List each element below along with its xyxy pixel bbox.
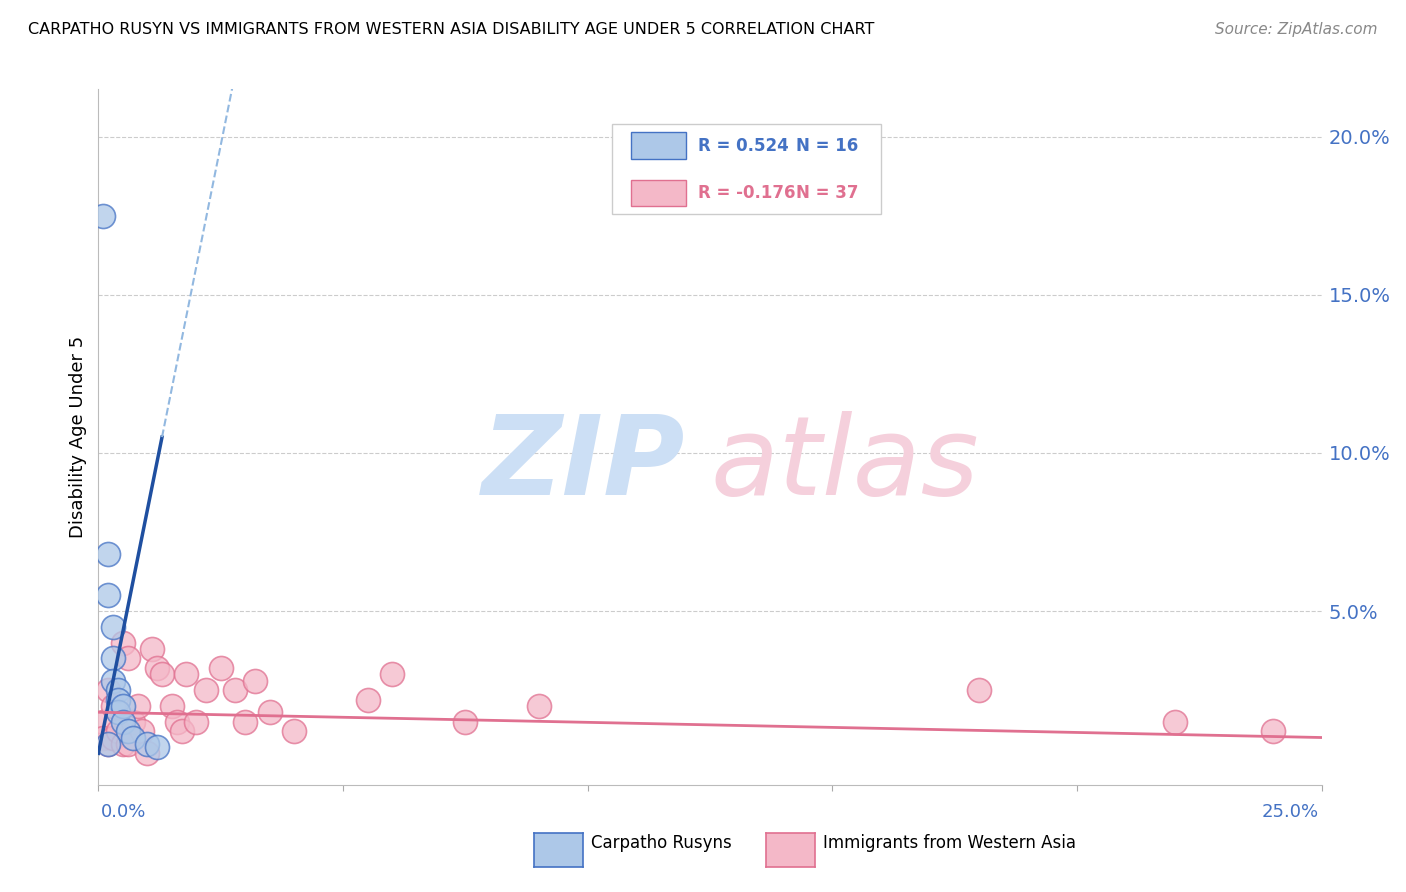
Point: [224, 683, 246, 698]
Point: [107, 705, 129, 719]
Point: [1164, 714, 1187, 729]
Point: [117, 737, 139, 751]
Point: [136, 747, 159, 761]
Point: [136, 737, 159, 751]
Text: 25.0%: 25.0%: [1261, 803, 1319, 821]
Text: CARPATHO RUSYN VS IMMIGRANTS FROM WESTERN ASIA DISABILITY AGE UNDER 5 CORRELATIO: CARPATHO RUSYN VS IMMIGRANTS FROM WESTER…: [28, 22, 875, 37]
Point: [97, 547, 120, 561]
Point: [259, 705, 281, 719]
Point: [186, 714, 208, 729]
Point: [97, 737, 120, 751]
Point: [1261, 724, 1284, 739]
Point: [233, 714, 256, 729]
Point: [91, 209, 114, 223]
Point: [131, 724, 153, 739]
Text: R = 0.524: R = 0.524: [697, 136, 789, 154]
Point: [195, 683, 218, 698]
Point: [170, 724, 193, 739]
Point: [166, 714, 188, 729]
FancyBboxPatch shape: [630, 132, 686, 159]
Point: [111, 737, 134, 751]
Point: [121, 731, 143, 745]
Point: [209, 661, 232, 675]
Point: [381, 667, 404, 681]
Point: [107, 724, 129, 739]
Point: [176, 667, 198, 681]
Point: [97, 588, 120, 602]
Point: [454, 714, 477, 729]
Text: Carpatho Rusyns: Carpatho Rusyns: [591, 834, 731, 852]
Point: [356, 692, 378, 706]
Point: [97, 737, 120, 751]
Point: [101, 731, 124, 745]
Point: [160, 698, 183, 713]
Point: [967, 683, 990, 698]
FancyBboxPatch shape: [630, 179, 686, 206]
Point: [283, 724, 305, 739]
Point: [107, 683, 129, 698]
Point: [91, 731, 114, 745]
Text: atlas: atlas: [710, 411, 979, 518]
Text: N = 16: N = 16: [796, 136, 858, 154]
Text: 0.0%: 0.0%: [101, 803, 146, 821]
Point: [121, 714, 143, 729]
FancyBboxPatch shape: [612, 124, 882, 214]
Point: [243, 673, 266, 688]
Point: [146, 739, 169, 754]
Text: Source: ZipAtlas.com: Source: ZipAtlas.com: [1215, 22, 1378, 37]
Point: [127, 698, 149, 713]
Text: Immigrants from Western Asia: Immigrants from Western Asia: [823, 834, 1076, 852]
Point: [101, 673, 124, 688]
Text: R = -0.176: R = -0.176: [697, 184, 796, 202]
Point: [111, 714, 134, 729]
Text: N = 37: N = 37: [796, 184, 858, 202]
Point: [150, 667, 173, 681]
Point: [91, 714, 114, 729]
Point: [111, 635, 134, 649]
Point: [117, 724, 139, 739]
Y-axis label: Disability Age Under 5: Disability Age Under 5: [69, 336, 87, 538]
Point: [141, 642, 163, 657]
Point: [146, 661, 169, 675]
Point: [117, 651, 139, 665]
Point: [101, 698, 124, 713]
Point: [101, 620, 124, 634]
Text: ZIP: ZIP: [482, 411, 686, 518]
Point: [527, 698, 550, 713]
Point: [97, 683, 120, 698]
Point: [101, 651, 124, 665]
Point: [107, 692, 129, 706]
Point: [111, 698, 134, 713]
